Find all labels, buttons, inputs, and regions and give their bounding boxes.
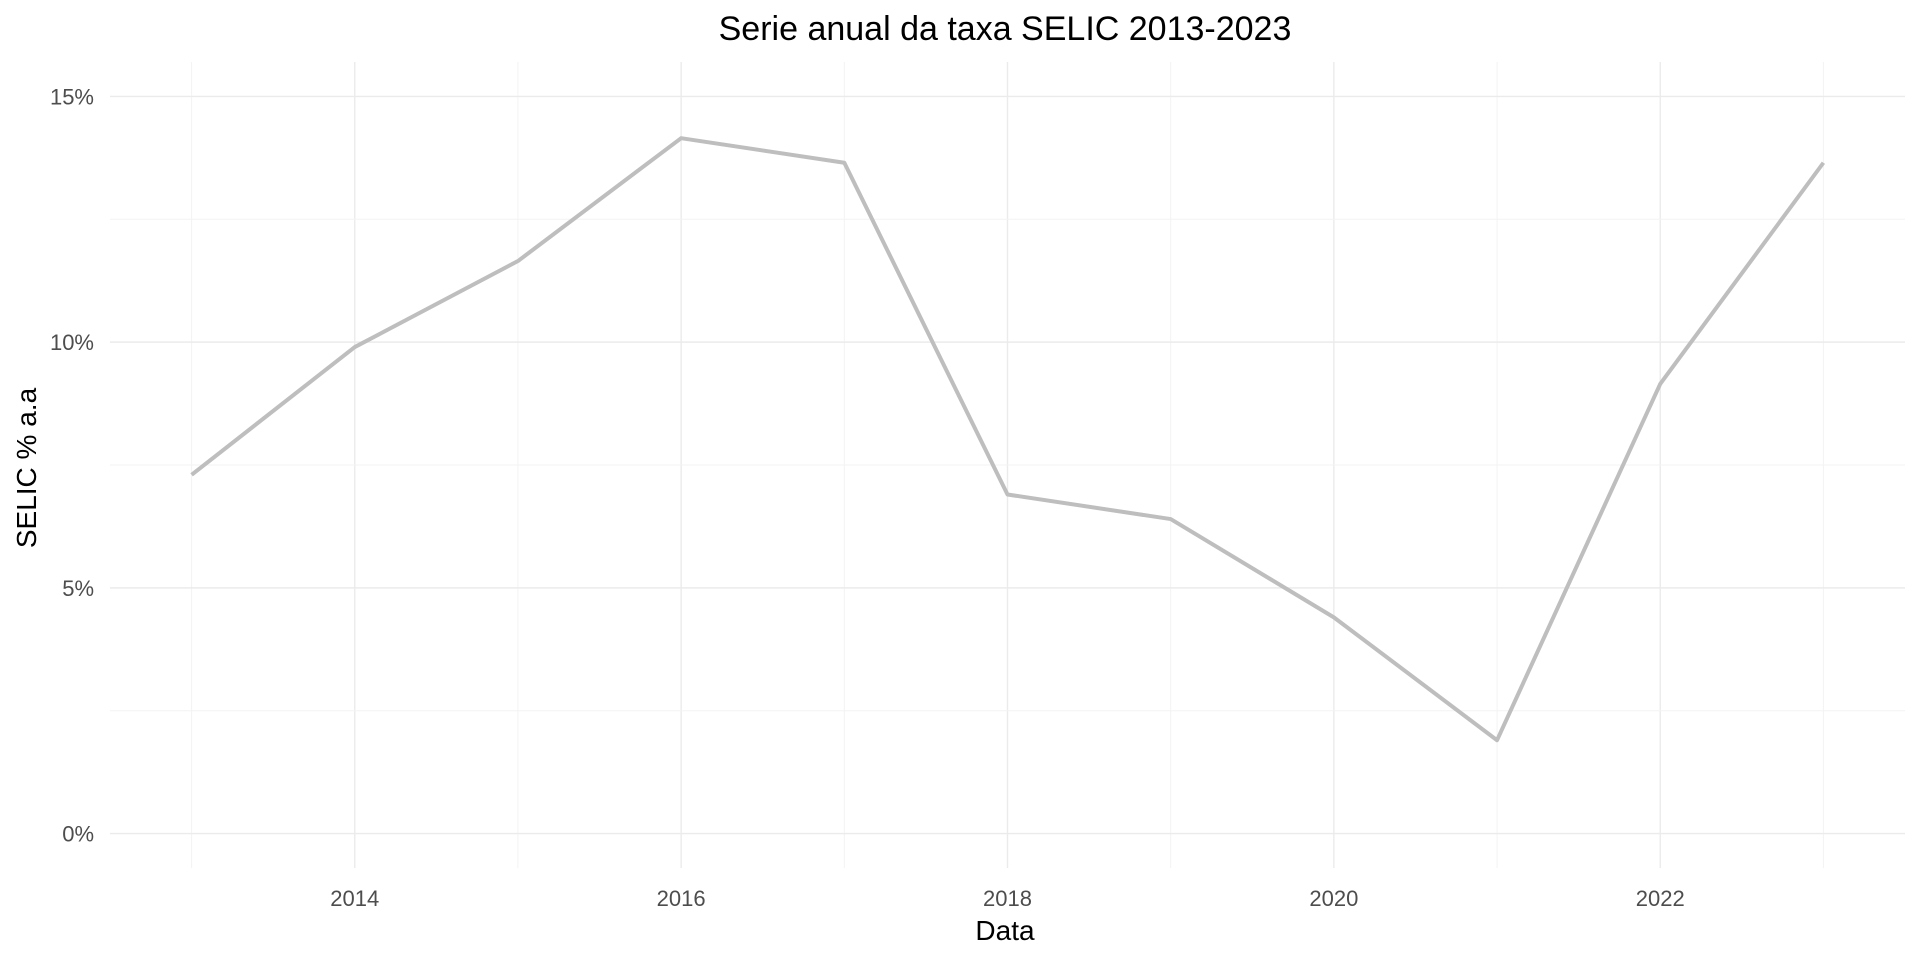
x-tick-label: 2014	[330, 886, 379, 911]
y-axis-ticks: 0% 5% 10% 15%	[50, 84, 94, 846]
y-axis-title: SELIC % a.a	[11, 387, 42, 548]
y-tick-label: 10%	[50, 330, 94, 355]
x-tick-label: 2016	[657, 886, 706, 911]
y-tick-label: 0%	[62, 822, 94, 847]
x-axis-ticks: 2014 2016 2018 2020 2022	[330, 886, 1684, 911]
series-layer	[190, 136, 1826, 743]
chart-title: Serie anual da taxa SELIC 2013-2023	[719, 10, 1292, 48]
x-tick-label: 2022	[1636, 886, 1685, 911]
x-tick-label: 2020	[1309, 886, 1358, 911]
y-tick-label: 15%	[50, 84, 94, 109]
grid	[110, 62, 1905, 868]
x-tick-label: 2018	[983, 886, 1032, 911]
y-tick-label: 5%	[62, 576, 94, 601]
series-line-selic	[190, 136, 1826, 743]
x-axis-title: Data	[975, 915, 1035, 946]
